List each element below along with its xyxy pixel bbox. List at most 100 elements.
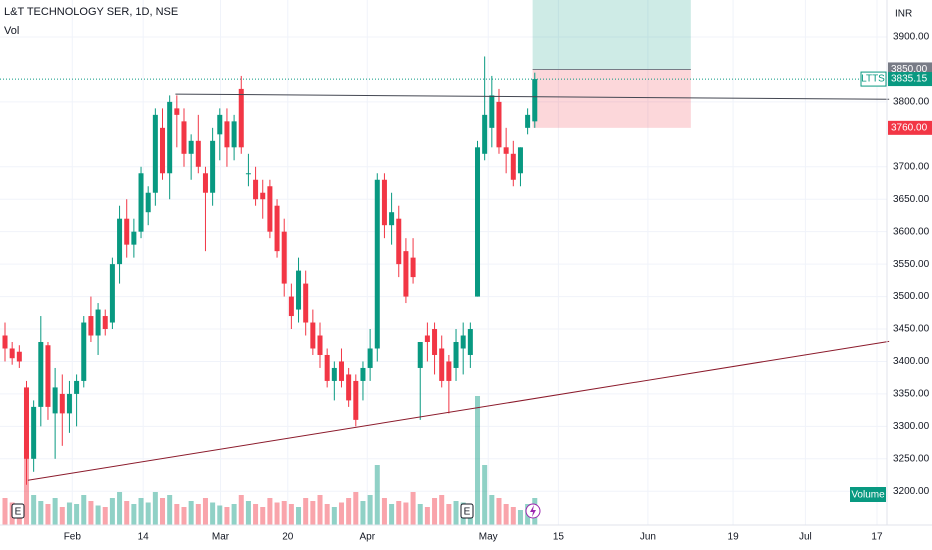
volume-bar: [2, 498, 8, 525]
candle-body: [145, 192, 151, 213]
y-tick-label: 3450.00: [893, 324, 930, 335]
candle-body: [66, 393, 72, 414]
volume-bar: [310, 501, 316, 525]
volume-bar: [374, 465, 380, 525]
icon-glyph: [530, 505, 536, 517]
candle-body: [181, 121, 187, 154]
candle-body: [503, 147, 509, 154]
volume-bar: [367, 495, 373, 525]
y-tick-label: 3700.00: [893, 161, 930, 172]
volume-bar: [102, 507, 108, 525]
earnings-icon[interactable]: E: [11, 503, 25, 519]
icon-glyph: E: [464, 507, 471, 518]
candle-body: [324, 354, 330, 381]
profit-zone: [532, 0, 691, 70]
candle-body: [59, 393, 65, 414]
candle-body: [131, 231, 137, 245]
candle-body: [124, 218, 130, 245]
volume-bar: [403, 502, 409, 525]
volume-bar: [267, 498, 273, 525]
volume-bar: [281, 501, 287, 525]
x-tick-label: 20: [282, 532, 294, 543]
price-tag: 3850.00: [891, 64, 928, 75]
x-tick-label: Apr: [359, 532, 375, 543]
event-icon[interactable]: [525, 503, 541, 519]
candle-body: [489, 95, 495, 128]
candle-body: [260, 192, 266, 200]
candle-body: [396, 218, 402, 265]
candle-body: [432, 329, 438, 355]
volume-bar: [188, 501, 194, 525]
y-tick-label: 3200.00: [893, 486, 930, 497]
earnings-icon[interactable]: E: [460, 503, 474, 519]
volume-bar: [324, 504, 330, 525]
volume-bar: [174, 504, 180, 525]
candle-body: [217, 114, 223, 135]
candle-body: [367, 348, 373, 368]
volume-bar: [238, 495, 244, 525]
candle-body: [403, 251, 409, 297]
candle-body: [174, 108, 180, 115]
candle-body: [424, 335, 430, 342]
candle-body: [346, 374, 352, 401]
candle-body: [117, 218, 123, 265]
loss-zone: [532, 69, 691, 128]
candle-body: [16, 351, 22, 362]
candle-body: [310, 322, 316, 349]
y-tick-label: 3250.00: [893, 453, 930, 464]
volume-bar: [231, 504, 237, 525]
candle-body: [474, 147, 481, 297]
volume-bar: [167, 495, 173, 525]
candle-body: [23, 387, 29, 459]
candle-body: [446, 361, 452, 381]
candle-body: [353, 380, 359, 420]
symbol-tag: LTTS: [861, 74, 885, 85]
candle-body: [317, 335, 323, 355]
volume-bar: [95, 505, 101, 525]
volume-bar: [510, 507, 516, 525]
volume-bar: [202, 498, 208, 525]
candle-body: [138, 173, 144, 232]
x-tick-label: 14: [138, 532, 150, 543]
candle-body: [31, 406, 37, 459]
currency: INR: [895, 9, 912, 20]
volume-bar: [489, 495, 495, 525]
candle-body: [274, 205, 280, 252]
price-tag-bg: [888, 120, 932, 135]
volume-bar: [360, 501, 366, 525]
volume-bar: [145, 502, 151, 525]
candle-body: [296, 270, 302, 310]
x-tick-label: Jun: [640, 532, 656, 543]
volume-bar: [303, 498, 309, 525]
volume-bar: [245, 501, 251, 525]
x-tick-label: Feb: [64, 532, 82, 543]
candle-body: [224, 121, 230, 148]
volume-bar: [353, 492, 359, 525]
volume-bar: [424, 507, 430, 525]
candle-body: [152, 114, 158, 193]
volume-bar: [31, 495, 37, 525]
candle-body: [360, 367, 366, 381]
volume-bar: [381, 498, 387, 525]
candle-body: [74, 380, 80, 394]
volume-bar: [417, 504, 423, 525]
volume-bar: [66, 502, 72, 525]
volume-bar: [296, 507, 302, 525]
y-tick-label: 3800.00: [893, 97, 930, 108]
volume-bar: [74, 504, 80, 525]
candle-body: [102, 316, 108, 330]
volume-bar: [81, 495, 87, 525]
volume-bar: [88, 501, 94, 525]
volume-bar: [45, 504, 51, 525]
volume-bar: [274, 502, 280, 525]
candle-body: [52, 387, 58, 414]
volume-bar: [410, 492, 416, 525]
volume-bar: [439, 495, 445, 525]
volume-bar: [181, 507, 187, 525]
x-tick-label: Mar: [212, 532, 230, 543]
candle-body: [202, 173, 208, 193]
y-tick-label: 3500.00: [893, 291, 930, 302]
volume-bar: [131, 504, 137, 525]
y-tick-label: 3350.00: [893, 389, 930, 400]
